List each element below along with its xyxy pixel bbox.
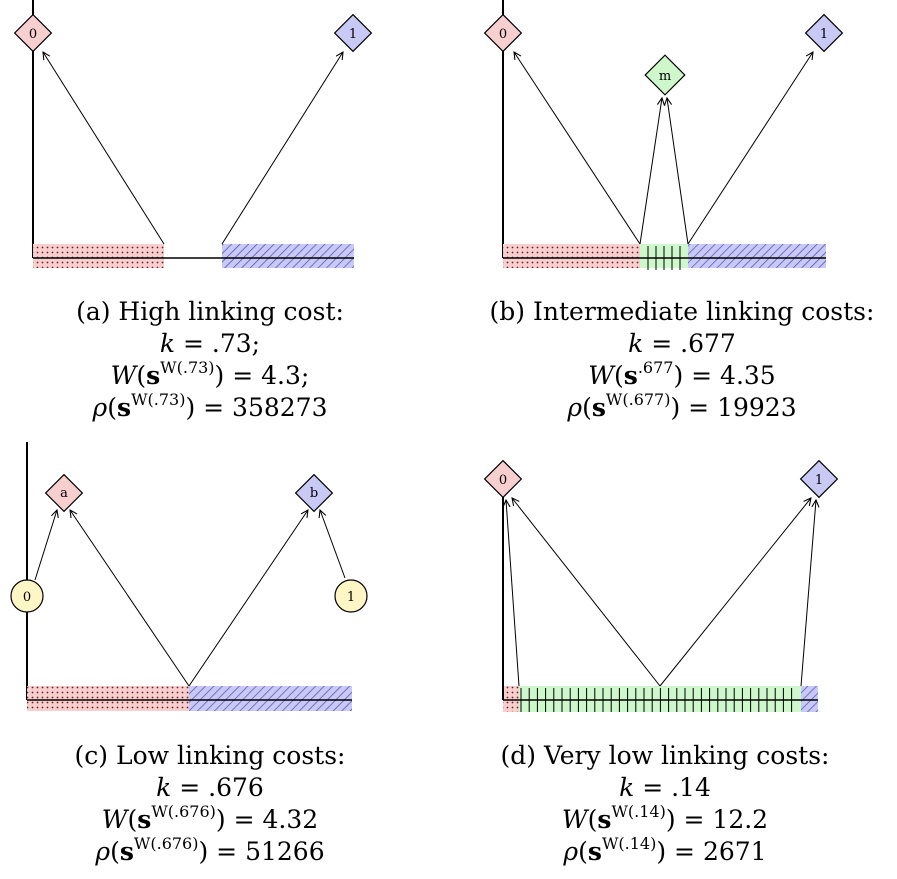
panel-c-edge-1-b — [320, 510, 346, 579]
caption-a-W-suffix: ; — [300, 361, 310, 390]
panel-b-node-m: m — [644, 54, 686, 96]
caption-d-rho: ρ(sW(.14)) = 2671 — [563, 834, 767, 867]
caption-b-title: (b) Intermediate linking costs: — [489, 297, 875, 326]
caption-d-k-value: .14 — [671, 773, 711, 802]
caption-d-W-sup: W(.14) — [611, 802, 666, 821]
caption-c-rho-value: 51266 — [245, 837, 325, 866]
caption-a-k-value: .73 — [211, 329, 252, 358]
panel-c-edge-0-a — [34, 510, 57, 581]
panel-d-node-0: 0 — [483, 459, 523, 499]
caption-b: (b) Intermediate linking costs: k = .677… — [467, 296, 897, 424]
caption-b-rho: ρ(sW(.677)) = 19923 — [567, 390, 797, 423]
caption-c-k: k = .676 — [156, 773, 264, 802]
caption-d-k: k = .14 — [619, 773, 711, 802]
caption-d-W-value: 12.2 — [712, 805, 769, 834]
panel-c-node-1: 1 — [334, 579, 368, 613]
panel-c-diagram: a b 0 1 — [10, 442, 368, 711]
panel-a-edge-0 — [43, 52, 165, 245]
caption-d-rho-value: 2671 — [702, 837, 767, 866]
caption-b-k-value: .677 — [680, 329, 736, 358]
panel-d-segment-blue — [801, 686, 818, 712]
caption-c-W: W(sW(.676)) = 4.32 — [101, 802, 319, 835]
panel-b-node-0-label: 0 — [499, 27, 507, 42]
caption-d-rho-sup: W(.14) — [601, 834, 657, 853]
panel-a-node-0-label: 0 — [29, 27, 37, 42]
panel-d-diagram: 0 1 — [483, 459, 839, 712]
panel-c-segment-blue — [189, 686, 352, 711]
panel-b-diagram: 0 m 1 — [483, 0, 844, 270]
caption-c-W-value: 4.32 — [262, 805, 319, 834]
caption-c-rho-sup: W(.676) — [133, 834, 199, 853]
panel-c-node-1-label: 1 — [347, 590, 355, 605]
panel-d-node-1-label: 1 — [815, 473, 823, 488]
panel-c-node-0: 0 — [10, 579, 44, 613]
panel-a-node-0: 0 — [13, 13, 53, 53]
panel-c-node-a-label: a — [60, 486, 68, 501]
caption-d-title: (d) Very low linking costs: — [500, 741, 830, 770]
caption-a-W: W(sW(.73)) = 4.3; — [110, 358, 310, 391]
caption-b-W: W(s.677) = 4.35 — [588, 358, 776, 391]
caption-c-title: (c) Low linking costs: — [74, 741, 346, 770]
panel-c-node-b: b — [294, 473, 334, 513]
panel-a-diagram: 0 1 — [13, 0, 373, 268]
panel-a-segment-blue — [222, 244, 354, 268]
panel-d-edge-1-mid — [659, 498, 811, 687]
caption-a-rho-sup: W(.73) — [131, 390, 186, 409]
panel-b-edge-0 — [514, 52, 641, 245]
caption-d: (d) Very low linking costs: k = .14 W(sW… — [455, 740, 875, 868]
panel-c-edge-seg-a — [70, 510, 190, 687]
panel-d-edge-0-left — [506, 500, 520, 687]
panel-c-segment-red — [27, 686, 189, 711]
caption-a-k-suffix: ; — [251, 329, 261, 358]
panel-a-segment-red — [33, 244, 164, 268]
caption-b-k: k = .677 — [628, 329, 736, 358]
panel-d-edge-1-right — [800, 500, 816, 687]
caption-c-k-value: .676 — [208, 773, 264, 802]
panel-d-segment-red — [503, 686, 519, 712]
caption-c: (c) Low linking costs: k = .676 W(sW(.67… — [0, 740, 420, 868]
caption-b-rho-value: 19923 — [717, 393, 797, 422]
caption-a-k: k = .73; — [159, 329, 261, 358]
panel-b-node-0: 0 — [483, 13, 523, 53]
panel-a-node-1: 1 — [333, 13, 373, 53]
panel-b-edge-m-right — [667, 98, 689, 245]
panel-b-edge-m-left — [639, 98, 662, 245]
caption-a-rho: ρ(sW(.73)) = 358273 — [92, 390, 328, 423]
panel-b-segment-blue — [688, 244, 826, 268]
caption-a-title: (a) High linking cost: — [76, 297, 344, 326]
caption-c-W-sup: W(.676) — [151, 802, 216, 821]
panel-c-node-b-label: b — [310, 486, 318, 501]
caption-a-rho-value: 358273 — [232, 393, 328, 422]
caption-a: (a) High linking cost: k = .73; W(sW(.73… — [0, 296, 420, 424]
panel-b-segment-red — [503, 244, 640, 268]
caption-b-W-sup: .677 — [637, 358, 674, 377]
panel-b-node-m-label: m — [659, 69, 671, 84]
panel-a-edge-1 — [221, 52, 343, 245]
panel-d-node-0-label: 0 — [499, 473, 507, 488]
panel-d-edge-0-mid — [512, 498, 661, 687]
caption-c-rho: ρ(sW(.676)) = 51266 — [95, 834, 325, 867]
caption-a-W-sup: W(.73) — [160, 358, 215, 377]
panel-c-edge-seg-b — [188, 510, 308, 687]
caption-b-rho-sup: W(.677) — [605, 390, 671, 409]
caption-a-W-value: 4.3 — [261, 361, 301, 390]
caption-b-W-value: 4.35 — [720, 361, 776, 390]
panel-b-node-1-label: 1 — [820, 27, 828, 42]
panel-a-node-1-label: 1 — [349, 27, 357, 42]
panel-c-node-0-label: 0 — [23, 590, 31, 605]
panel-d-node-1: 1 — [799, 459, 839, 499]
panel-b-edge-1 — [687, 52, 813, 245]
panel-b-node-1: 1 — [804, 13, 844, 53]
caption-d-W: W(sW(.14)) = 12.2 — [561, 802, 769, 835]
panel-c-node-a: a — [44, 473, 84, 513]
